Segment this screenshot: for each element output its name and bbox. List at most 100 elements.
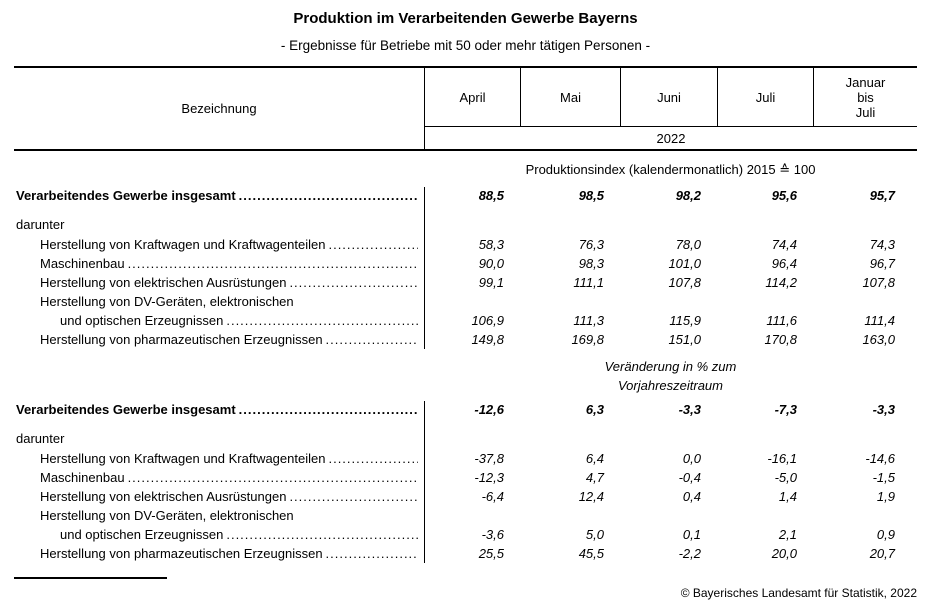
row-label: Herstellung von pharmazeutischen Erzeugn… bbox=[14, 330, 424, 349]
row-label: und optischen Erzeugnissen bbox=[14, 311, 424, 330]
value-januar-bis-juli: -3,3 bbox=[872, 402, 895, 417]
value-juli: 20,0 bbox=[771, 546, 797, 561]
value-juli: 170,8 bbox=[764, 332, 797, 347]
column-header-juli: Juli bbox=[717, 68, 813, 127]
value-januar-bis-juli: -1,5 bbox=[872, 470, 895, 485]
value-januar-bis-juli: 163,0 bbox=[862, 332, 895, 347]
value-juli: 74,4 bbox=[771, 237, 797, 252]
row-label: Herstellung von DV-Geräten, elektronisch… bbox=[40, 508, 294, 523]
row-label: darunter bbox=[16, 217, 65, 232]
section-heading-produktionsindex: Produktionsindex (kalendermonatlich) 201… bbox=[525, 162, 816, 177]
value-april: 58,3 bbox=[424, 235, 520, 254]
value-april: -37,8 bbox=[424, 449, 520, 468]
value-mai: 45,5 bbox=[578, 546, 604, 561]
value-juli: 111,6 bbox=[766, 313, 797, 328]
column-header-bezeichnung: Bezeichnung bbox=[181, 101, 257, 116]
table-row-group: darunter bbox=[14, 215, 917, 235]
column-header-januar-bis-juli: Januar bis Juli bbox=[813, 68, 917, 127]
dot-leader bbox=[326, 330, 418, 349]
value-juni: 98,2 bbox=[675, 188, 701, 203]
value-januar-bis-juli: -14,6 bbox=[865, 451, 895, 466]
value-januar-bis-juli: 20,7 bbox=[869, 546, 895, 561]
dot-leader bbox=[239, 187, 418, 205]
value-juni: 107,8 bbox=[668, 275, 701, 290]
table-row: Herstellung von elektrischen Ausrüstunge… bbox=[14, 273, 917, 292]
value-mai: 5,0 bbox=[585, 527, 604, 542]
value-juni: 101,0 bbox=[668, 256, 701, 271]
value-juni: 0,4 bbox=[682, 489, 701, 504]
value-april: 149,8 bbox=[424, 330, 520, 349]
value-januar-bis-juli: 74,3 bbox=[869, 237, 895, 252]
dot-leader bbox=[226, 311, 418, 330]
section-heading-veraenderung: Veränderung in % zum Vorjahreszeitraum bbox=[424, 357, 917, 395]
table-row-total: Verarbeitendes Gewerbe insgesamt -12,6 6… bbox=[14, 401, 917, 429]
dot-leader bbox=[128, 468, 418, 487]
table-row-continued-head: Herstellung von DV-Geräten, elektronisch… bbox=[14, 292, 917, 311]
value-juni: 0,0 bbox=[682, 451, 701, 466]
section-heading-line-1: Veränderung in % zum bbox=[604, 359, 737, 374]
value-april: -12,3 bbox=[424, 468, 520, 487]
table-row: Herstellung von Kraftwagen und Kraftwage… bbox=[14, 449, 917, 468]
table-row: Herstellung von pharmazeutischen Erzeugn… bbox=[14, 544, 917, 563]
value-april: -6,4 bbox=[424, 487, 520, 506]
row-label: und optischen Erzeugnissen bbox=[14, 525, 424, 544]
column-header-april: April bbox=[424, 68, 520, 127]
table-header: Bezeichnung April Mai Juni Juli Januar b… bbox=[14, 66, 917, 151]
row-label: Herstellung von Kraftwagen und Kraftwage… bbox=[14, 235, 424, 254]
value-januar-bis-juli: 107,8 bbox=[862, 275, 895, 290]
value-mai: 111,3 bbox=[573, 313, 604, 328]
value-juni: -0,4 bbox=[678, 470, 701, 485]
value-mai: 98,3 bbox=[578, 256, 604, 271]
column-header-juni: Juni bbox=[620, 68, 717, 127]
divider-spacer bbox=[424, 429, 917, 449]
value-juli: 114,2 bbox=[765, 275, 797, 290]
divider-spacer bbox=[424, 292, 917, 311]
divider-spacer bbox=[424, 215, 917, 235]
row-label: Herstellung von DV-Geräten, elektronisch… bbox=[40, 294, 294, 309]
row-label: Verarbeitendes Gewerbe insgesamt bbox=[14, 187, 424, 215]
dot-leader bbox=[289, 487, 418, 506]
value-januar-bis-juli: 95,7 bbox=[869, 188, 895, 203]
row-label: Verarbeitendes Gewerbe insgesamt bbox=[14, 401, 424, 429]
value-mai: 111,1 bbox=[573, 275, 604, 290]
value-mai: 6,4 bbox=[585, 451, 604, 466]
row-label: darunter bbox=[16, 431, 65, 446]
divider-spacer bbox=[424, 506, 917, 525]
value-mai: 98,5 bbox=[578, 188, 604, 203]
value-april: 90,0 bbox=[424, 254, 520, 273]
value-juli: 96,4 bbox=[771, 256, 797, 271]
value-juni: 0,1 bbox=[682, 527, 701, 542]
table-row-continued-head: Herstellung von DV-Geräten, elektronisch… bbox=[14, 506, 917, 525]
dot-leader bbox=[289, 273, 418, 292]
page-title: Produktion im Verarbeitenden Gewerbe Bay… bbox=[293, 10, 638, 27]
value-april: -3,6 bbox=[424, 525, 520, 544]
period-line-1: Januar bbox=[845, 74, 886, 90]
section-produktionsindex: Verarbeitendes Gewerbe insgesamt 88,5 98… bbox=[14, 187, 917, 349]
value-april: -12,6 bbox=[424, 401, 520, 429]
table-row: Herstellung von pharmazeutischen Erzeugn… bbox=[14, 330, 917, 349]
value-juli: 2,1 bbox=[778, 527, 797, 542]
value-juli: -7,3 bbox=[774, 402, 797, 417]
row-label: Maschinenbau bbox=[14, 468, 424, 487]
page-subtitle: - Ergebnisse für Betriebe mit 50 oder me… bbox=[280, 38, 651, 53]
table-row-continued: und optischen Erzeugnissen 106,9 111,3 1… bbox=[14, 311, 917, 330]
row-label: Maschinenbau bbox=[14, 254, 424, 273]
copyright-notice: © Bayerisches Landesamt für Statistik, 2… bbox=[680, 586, 917, 600]
table-row: Maschinenbau -12,3 4,7 -0,4 -5,0 -1,5 bbox=[14, 468, 917, 487]
value-mai: 169,8 bbox=[571, 332, 604, 347]
year-header: 2022 bbox=[424, 127, 917, 149]
row-label: Herstellung von Kraftwagen und Kraftwage… bbox=[14, 449, 424, 468]
value-april: 88,5 bbox=[424, 187, 520, 215]
value-juli: -5,0 bbox=[774, 470, 797, 485]
dot-leader bbox=[226, 525, 418, 544]
value-mai: 76,3 bbox=[578, 237, 604, 252]
table-row: Herstellung von Kraftwagen und Kraftwage… bbox=[14, 235, 917, 254]
section-veraenderung: Verarbeitendes Gewerbe insgesamt -12,6 6… bbox=[14, 401, 917, 563]
value-mai: 6,3 bbox=[585, 402, 604, 417]
value-juni: 115,9 bbox=[669, 313, 701, 328]
section-heading-line-2: Vorjahreszeitraum bbox=[617, 378, 723, 393]
table-row-total: Verarbeitendes Gewerbe insgesamt 88,5 98… bbox=[14, 187, 917, 215]
table-row-group: darunter bbox=[14, 429, 917, 449]
value-juli: -16,1 bbox=[767, 451, 797, 466]
